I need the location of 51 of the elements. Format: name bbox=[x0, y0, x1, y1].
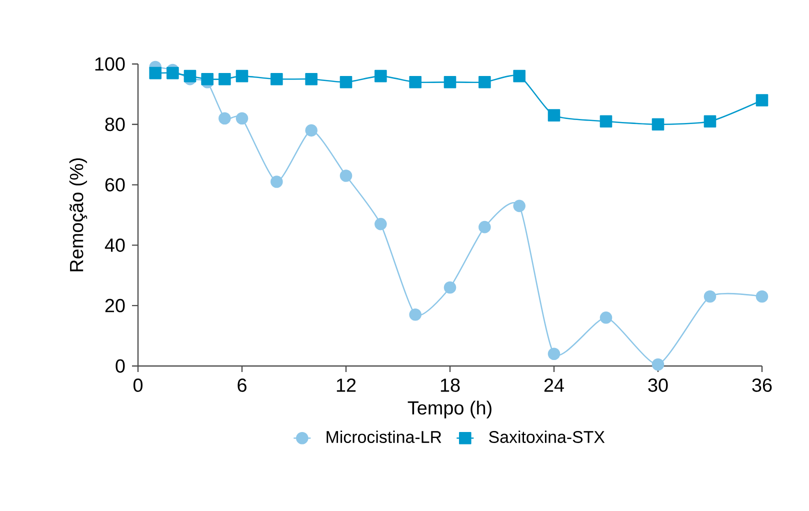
point bbox=[548, 109, 560, 122]
point bbox=[166, 66, 179, 80]
legend-label: Saxitoxina-STX bbox=[489, 430, 605, 444]
y-tick-label: 60 bbox=[105, 178, 125, 192]
point bbox=[548, 348, 560, 360]
legend-label: Microcistina-LR bbox=[326, 430, 442, 444]
point bbox=[184, 70, 196, 82]
point bbox=[444, 76, 456, 88]
point bbox=[374, 70, 387, 82]
point bbox=[270, 176, 283, 188]
y-tick-label: 100 bbox=[95, 57, 125, 71]
point bbox=[444, 281, 456, 294]
point bbox=[201, 72, 214, 86]
point bbox=[374, 218, 387, 230]
x-tick-label: 18 bbox=[440, 378, 460, 392]
point bbox=[478, 76, 491, 88]
y-tick-label: 0 bbox=[116, 359, 125, 373]
point bbox=[305, 124, 318, 137]
point bbox=[236, 70, 248, 82]
point bbox=[756, 94, 768, 106]
x-tick-label: 36 bbox=[752, 378, 772, 392]
point bbox=[513, 70, 526, 82]
point bbox=[600, 312, 612, 324]
point bbox=[305, 72, 318, 86]
point bbox=[478, 220, 491, 234]
point bbox=[513, 200, 526, 212]
point bbox=[218, 112, 231, 124]
point bbox=[652, 118, 664, 131]
point bbox=[704, 290, 716, 303]
x-axis-title: Tempo (h) bbox=[408, 400, 492, 418]
x-tick-label: 0 bbox=[133, 378, 143, 392]
x-tick-label: 12 bbox=[336, 378, 356, 392]
point bbox=[218, 72, 231, 86]
point bbox=[704, 115, 716, 128]
point bbox=[409, 76, 422, 88]
point bbox=[270, 72, 283, 86]
y-tick-label: 80 bbox=[105, 118, 125, 132]
point bbox=[652, 358, 664, 371]
x-tick-label: 24 bbox=[544, 378, 564, 392]
point bbox=[600, 115, 612, 128]
point bbox=[340, 76, 352, 88]
point bbox=[340, 170, 352, 182]
point bbox=[756, 290, 768, 303]
point bbox=[236, 112, 248, 124]
x-tick-label: 30 bbox=[648, 378, 668, 392]
point bbox=[149, 66, 162, 80]
y-axis-title: Remoção (%) bbox=[69, 158, 88, 272]
y-tick-label: 40 bbox=[104, 238, 125, 252]
x-tick-label: 6 bbox=[238, 378, 246, 392]
point bbox=[409, 308, 422, 321]
y-tick-label: 20 bbox=[105, 298, 125, 312]
